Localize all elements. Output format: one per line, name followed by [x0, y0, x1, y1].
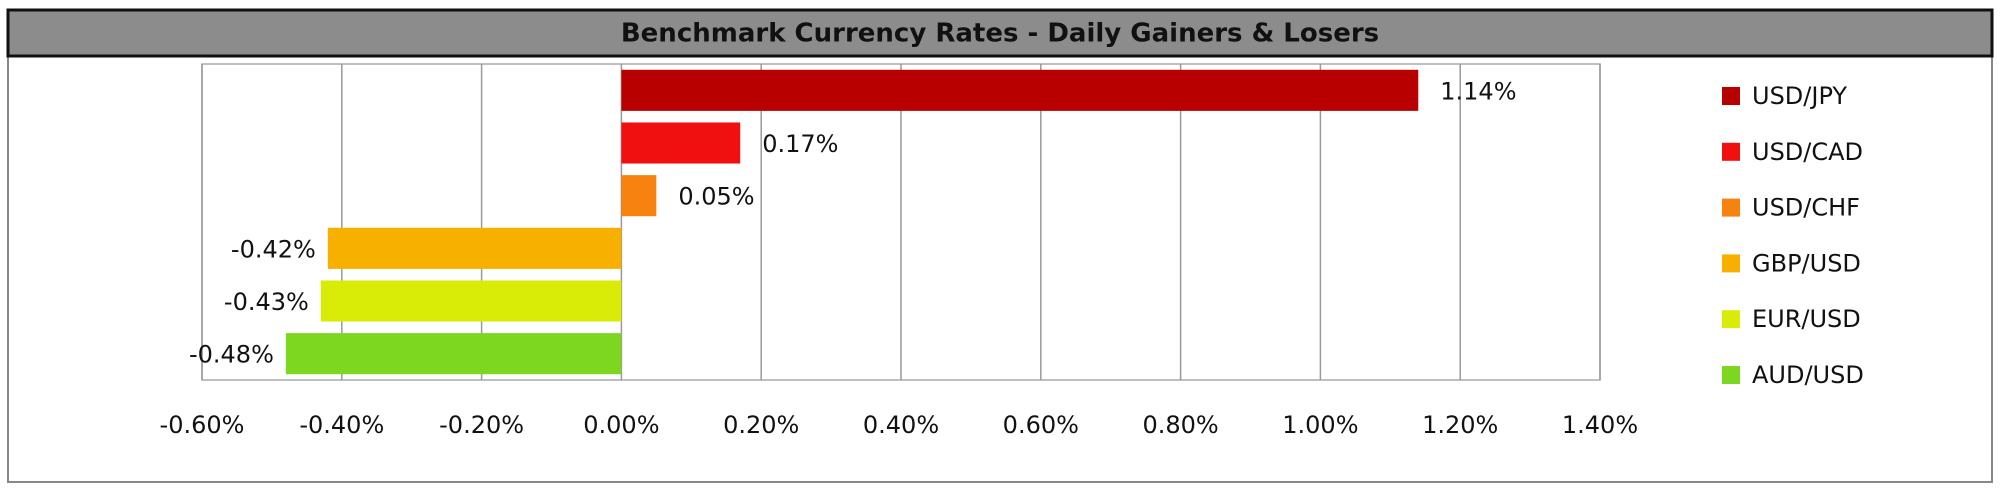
bar [621, 175, 657, 217]
value-label: -0.48% [189, 341, 274, 369]
legend-swatch [1722, 198, 1740, 217]
x-tick-label: 0.80% [1142, 411, 1218, 439]
chart-title: Benchmark Currency Rates - Daily Gainers… [621, 19, 1379, 49]
title-bar [6, 8, 1994, 58]
x-tick-label: 0.00% [583, 411, 659, 439]
x-tick-label: 0.40% [863, 411, 939, 439]
legend-swatch [1722, 254, 1740, 273]
x-tick-label: 1.40% [1562, 411, 1638, 439]
value-label: 0.17% [762, 130, 838, 158]
legend-label: USD/JPY [1752, 82, 1847, 110]
legend-swatch [1722, 366, 1740, 384]
bar [285, 333, 622, 375]
legend-label: GBP/USD [1752, 249, 1861, 277]
x-tick-label: 1.00% [1282, 411, 1358, 439]
value-label: -0.42% [231, 235, 316, 263]
legend-label: AUD/USD [1752, 361, 1864, 389]
legend-label: EUR/USD [1752, 305, 1861, 333]
bar [327, 227, 622, 269]
legend-label: USD/CHF [1752, 194, 1860, 222]
x-tick-label: -0.40% [299, 411, 384, 439]
legend-label: USD/CAD [1752, 138, 1863, 166]
bar [320, 280, 622, 322]
x-tick-label: 0.60% [1003, 411, 1079, 439]
x-tick-label: -0.20% [439, 411, 524, 439]
legend-swatch [1722, 142, 1740, 161]
legend-swatch [1722, 310, 1740, 329]
value-label: 1.14% [1440, 77, 1516, 105]
x-tick-label: 0.20% [723, 411, 799, 439]
bar [621, 122, 741, 164]
x-tick-label: -0.60% [160, 411, 245, 439]
x-tick-label: 1.20% [1422, 411, 1498, 439]
bar [621, 69, 1419, 111]
value-label: -0.43% [224, 288, 309, 316]
legend-swatch [1722, 87, 1740, 105]
value-label: 0.05% [678, 183, 754, 211]
